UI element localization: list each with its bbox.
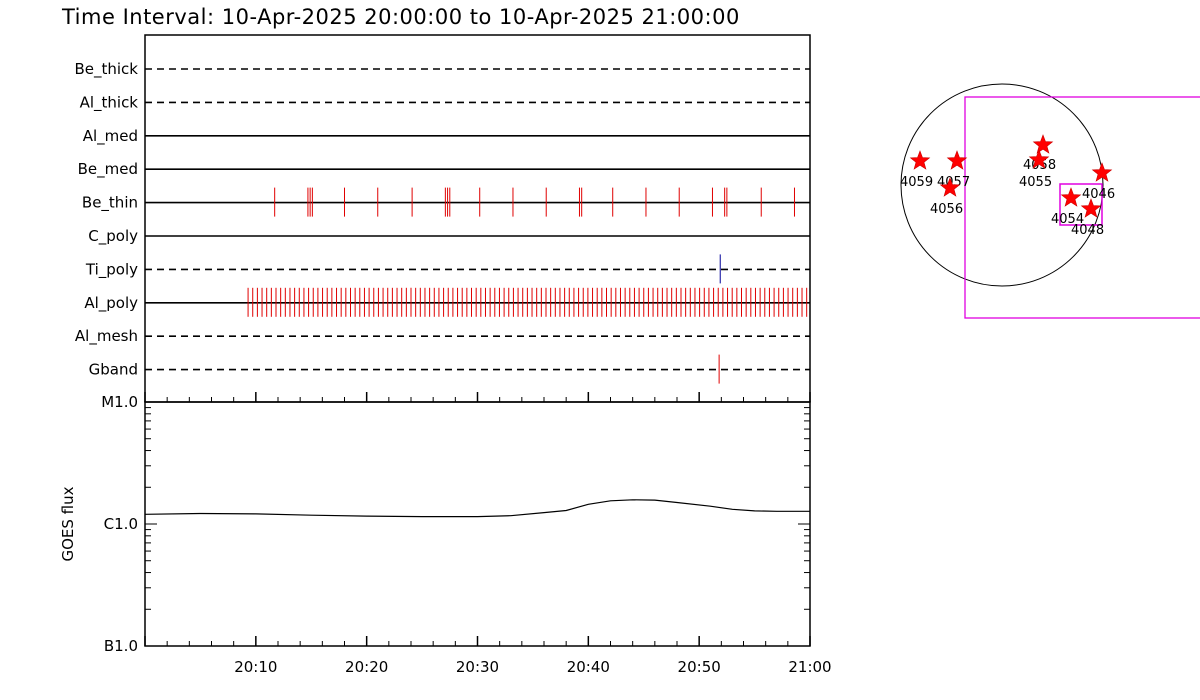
active-region-star <box>1091 162 1113 182</box>
active-region-label: 4056 <box>930 202 963 217</box>
x-tick-label: 21:00 <box>788 658 831 676</box>
active-region-label: 4046 <box>1082 187 1115 202</box>
goes-flux-panel: M1.0 C1.0 B1.0 GOES flux 20:10 20:20 20:30 20:4… <box>59 392 832 676</box>
x-tick-label: 20:40 <box>567 658 610 676</box>
x-tick-label: 20:10 <box>234 658 277 676</box>
channel-label: Ti_poly <box>85 260 138 279</box>
channel-label: Be_thick <box>74 60 138 79</box>
goes-frame <box>144 401 811 647</box>
channel-label: Gband <box>89 361 138 379</box>
flare-region-box <box>1059 183 1103 226</box>
active-region-star <box>1060 187 1082 207</box>
raster-frame <box>144 34 811 403</box>
channel-label: Be_thin <box>82 194 138 213</box>
active-region-star <box>1028 149 1050 169</box>
channel-label: Al_poly <box>84 294 138 313</box>
active-region-star <box>1032 134 1054 154</box>
active-region-star <box>1080 198 1102 218</box>
active-region-star <box>946 150 968 170</box>
channel-label: Be_med <box>78 160 138 179</box>
channel-label: C_poly <box>88 227 138 246</box>
y-axis-label: GOES flux <box>59 486 77 561</box>
channel-label: Al_mesh <box>75 327 138 346</box>
x-tick-label: 20:30 <box>456 658 499 676</box>
active-region-label: 4055 <box>1019 175 1052 190</box>
y-tick-label: M1.0 <box>101 393 138 411</box>
instrument-fov-box <box>964 96 1200 319</box>
active-region-label: 4048 <box>1071 223 1104 238</box>
event-raster-panel: Be_thick Al_thick Al_med Be_med Be_thin C_pol… <box>74 34 811 403</box>
active-region-label: 4054 <box>1051 212 1084 227</box>
active-region-star <box>939 177 961 197</box>
active-region-star <box>909 150 931 170</box>
y-tick-label: B1.0 <box>104 637 138 655</box>
channel-label: Al_thick <box>80 93 139 112</box>
channel-label: Al_med <box>83 127 138 146</box>
x-tick-label: 20:50 <box>678 658 721 676</box>
solar-disk-outline <box>900 83 1104 287</box>
chart-title: Time Interval: 10-Apr-2025 20:00:00 to 1… <box>61 5 740 29</box>
x-tick-label: 20:20 <box>345 658 388 676</box>
goes-flux-line <box>144 499 810 518</box>
active-region-label: 4059 <box>900 175 933 190</box>
active-region-label: 4058 <box>1023 158 1056 173</box>
y-tick-label: C1.0 <box>104 515 138 533</box>
